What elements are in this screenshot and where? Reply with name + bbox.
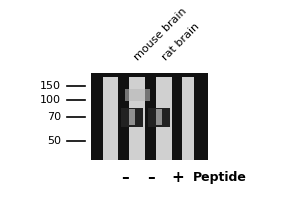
Text: 150: 150 xyxy=(40,81,61,91)
FancyBboxPatch shape xyxy=(156,109,162,125)
Text: Peptide: Peptide xyxy=(193,171,247,184)
Text: 70: 70 xyxy=(47,112,61,122)
FancyBboxPatch shape xyxy=(91,73,103,160)
Text: mouse brain: mouse brain xyxy=(132,6,188,62)
Text: 50: 50 xyxy=(47,136,61,146)
FancyBboxPatch shape xyxy=(130,109,135,125)
FancyBboxPatch shape xyxy=(91,73,208,160)
Text: rat brain: rat brain xyxy=(160,21,202,62)
FancyBboxPatch shape xyxy=(194,73,208,160)
FancyBboxPatch shape xyxy=(121,108,143,127)
FancyBboxPatch shape xyxy=(145,73,156,160)
Text: –: – xyxy=(121,170,129,185)
Text: +: + xyxy=(172,170,184,185)
FancyBboxPatch shape xyxy=(172,73,182,160)
FancyBboxPatch shape xyxy=(91,73,208,77)
FancyBboxPatch shape xyxy=(118,73,129,160)
Text: 100: 100 xyxy=(40,95,61,105)
FancyBboxPatch shape xyxy=(148,108,170,127)
FancyBboxPatch shape xyxy=(125,89,150,101)
Text: –: – xyxy=(148,170,155,185)
